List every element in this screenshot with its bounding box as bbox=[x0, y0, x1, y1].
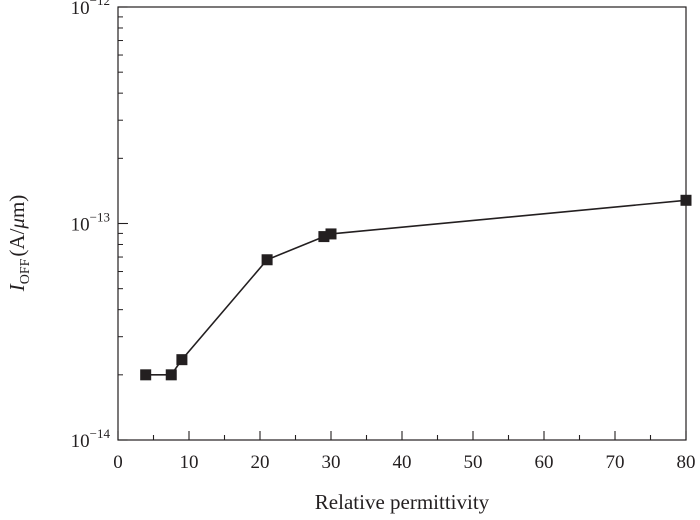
x-axis: 0 10 20 30 40 50 60 70 80 bbox=[113, 431, 696, 473]
plot-border bbox=[117, 6, 687, 441]
y-axis-title-unit-greek: μ bbox=[5, 218, 29, 230]
x-axis-title: Relative permittivity bbox=[315, 490, 490, 514]
y-tick-label-base: 10 bbox=[71, 431, 90, 452]
series-line bbox=[145, 199, 687, 376]
data-point-marker bbox=[680, 194, 692, 206]
x-tick-label: 50 bbox=[464, 452, 483, 473]
y-tick-label-exponent: −12 bbox=[90, 0, 110, 8]
y-tick-label-exponent: −13 bbox=[90, 210, 110, 225]
x-tick-label: 70 bbox=[606, 452, 625, 473]
data-point-marker bbox=[176, 354, 188, 366]
x-tick-label: 60 bbox=[535, 452, 554, 473]
y-axis-title-unit-suffix: m) bbox=[5, 195, 29, 218]
y-tick-label-base: 10 bbox=[71, 0, 90, 19]
x-tick-label: 0 bbox=[113, 452, 123, 473]
y-axis-title-subscript: OFF bbox=[18, 258, 33, 284]
y-tick-label-base: 10 bbox=[71, 215, 90, 236]
data-point-marker bbox=[165, 369, 177, 381]
y-tick-label: 10−12 bbox=[71, 0, 110, 19]
y-tick-label: 10−14 bbox=[71, 426, 111, 452]
data-point-marker bbox=[318, 231, 330, 243]
x-tick-label: 20 bbox=[251, 452, 270, 473]
data-point-marker bbox=[325, 228, 337, 240]
y-tick-label: 10−13 bbox=[71, 210, 110, 236]
y-tick-label-exponent: −14 bbox=[90, 426, 111, 441]
y-axis-title-symbol: I bbox=[5, 283, 29, 292]
y-axis-title: IOFF (A/μm) bbox=[5, 195, 33, 293]
y-axis-title-unit-prefix: (A/ bbox=[5, 228, 29, 256]
x-tick-label: 80 bbox=[677, 452, 696, 473]
x-tick-label: 10 bbox=[180, 452, 199, 473]
x-tick-label: 40 bbox=[393, 452, 412, 473]
plot-frame bbox=[117, 6, 687, 441]
x-tick-label: 30 bbox=[322, 452, 341, 473]
data-point-marker bbox=[140, 369, 152, 381]
data-series bbox=[140, 194, 692, 381]
data-point-marker bbox=[261, 254, 273, 266]
